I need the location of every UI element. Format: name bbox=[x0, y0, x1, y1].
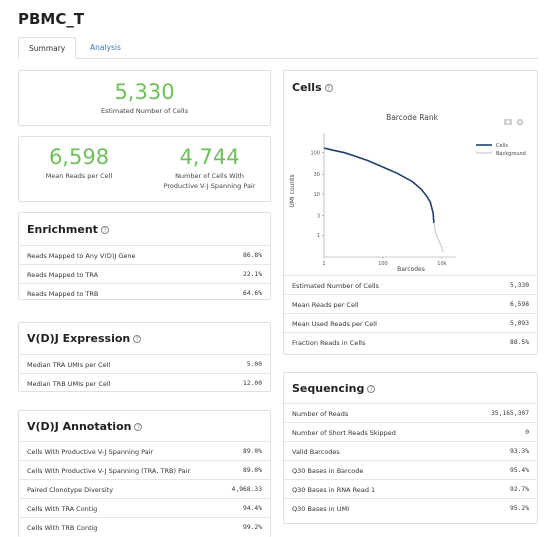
help-icon[interactable]: ? bbox=[367, 385, 376, 393]
vdj-annotation-card: V(D)J Annotation? Cells With Productive … bbox=[18, 410, 271, 537]
table-row: Cells With Productive V-J Spanning Pair 8… bbox=[19, 441, 270, 460]
cells-title: Cells? bbox=[292, 81, 333, 94]
table-row: Median TRA UMIs per Cell 5.00 bbox=[19, 354, 270, 373]
enrichment-card: Enrichment? Reads Mapped to Any V(D)J Ge… bbox=[18, 212, 271, 300]
series-line-background bbox=[433, 222, 444, 253]
cells-card: Cells? Barcode Rank 1 100 10k 1 3 10 30 100 Cel… bbox=[283, 70, 538, 355]
estimated-cells-card: 5,330 Estimated Number of Cells bbox=[18, 70, 271, 126]
table-row: Number of Short Reads Skipped 0 bbox=[284, 422, 537, 441]
gear-icon[interactable] bbox=[516, 118, 524, 126]
table-row: Q30 Bases in RNA Read 1 92.7% bbox=[284, 479, 537, 498]
table-row: Cells With TRA Contig 94.4% bbox=[19, 498, 270, 517]
vdj-expression-card: V(D)J Expression? Median TRA UMIs per Ce… bbox=[18, 322, 271, 392]
x-tick-label: 100 bbox=[378, 261, 388, 267]
y-axis-label: UMI counts bbox=[289, 174, 296, 207]
table-row: Cells With TRB Contig 99.2% bbox=[19, 517, 270, 536]
series-line-cells bbox=[323, 147, 435, 223]
x-axis-label: Barcodes bbox=[397, 266, 425, 273]
estimated-cells-label: Estimated Number of Cells bbox=[101, 107, 188, 115]
mean-reads-value: 6,598 bbox=[48, 145, 110, 169]
table-row: Mean Used Reads per Cell 5,093 bbox=[284, 313, 537, 332]
reads-card: 6,598 Mean Reads per Cell 4,744 Number o… bbox=[18, 136, 271, 202]
y-tick-label: 1 bbox=[317, 233, 320, 239]
table-row: Reads Mapped to Any V(D)J Gene 86.8% bbox=[19, 245, 270, 264]
table-row: Valid Barcodes 93.3% bbox=[284, 441, 537, 460]
table-row: Paired Clonotype Diversity 4,968.33 bbox=[19, 479, 270, 498]
table-row: Median TRB UMIs per Cell 12.00 bbox=[19, 373, 270, 392]
page-title: PBMC_T bbox=[18, 10, 85, 28]
table-row: Fraction Reads in Cells 88.5% bbox=[284, 332, 537, 351]
table-row: Reads Mapped to TRA 22.1% bbox=[19, 264, 270, 283]
mean-reads-label: Mean Reads per Cell bbox=[45, 172, 113, 180]
x-tick-label: 1 bbox=[322, 261, 325, 267]
table-row: Cells With Productive V-J Spanning (TRA,… bbox=[19, 460, 270, 479]
help-icon[interactable]: ? bbox=[100, 226, 109, 234]
table-row: Q30 Bases in Barcode 95.4% bbox=[284, 460, 537, 479]
y-tick-label: 30 bbox=[314, 172, 320, 178]
table-row: Number of Reads 35,165,307 bbox=[284, 403, 537, 422]
sequencing-title: Sequencing? bbox=[292, 382, 376, 395]
barcode-rank-chart[interactable]: Barcode Rank 1 100 10k 1 3 10 30 100 Cells Backg… bbox=[284, 105, 539, 277]
sequencing-card: Sequencing? Number of Reads 35,165,307 Nu… bbox=[283, 372, 538, 524]
y-tick-label: 3 bbox=[317, 213, 320, 219]
help-icon[interactable]: ? bbox=[133, 335, 142, 343]
table-row: Q30 Bases in UMI 95.2% bbox=[284, 498, 537, 517]
help-icon[interactable]: ? bbox=[134, 423, 143, 431]
camera-icon[interactable] bbox=[504, 119, 512, 125]
chart-title: Barcode Rank bbox=[386, 113, 439, 122]
table-row: Mean Reads per Cell 6,598 bbox=[284, 294, 537, 313]
y-tick-label: 10 bbox=[314, 192, 320, 198]
table-row: Estimated Number of Cells 5,330 bbox=[284, 275, 537, 294]
estimated-cells-value: 5,330 bbox=[114, 80, 175, 104]
vj-pair-cells-label-1: Number of Cells With bbox=[175, 172, 244, 180]
y-tick-label: 100 bbox=[310, 151, 320, 157]
vdj-annotation-title: V(D)J Annotation? bbox=[27, 420, 143, 433]
legend-label: Background bbox=[496, 151, 526, 157]
help-icon[interactable]: ? bbox=[324, 84, 333, 92]
vj-pair-cells-value: 4,744 bbox=[179, 145, 240, 169]
vdj-expression-title: V(D)J Expression? bbox=[27, 332, 142, 345]
table-row: Reads Mapped to TRB 64.6% bbox=[19, 283, 270, 302]
legend-label: Cells bbox=[496, 143, 508, 149]
x-tick-label: 10k bbox=[437, 261, 446, 267]
tab-summary[interactable]: Summary bbox=[18, 37, 77, 59]
vj-pair-cells-label-2: Productive V-J Spanning Pair bbox=[163, 182, 256, 190]
tab-analysis[interactable]: Analysis bbox=[90, 43, 121, 52]
tab-bar: Summary Analysis bbox=[18, 37, 538, 59]
enrichment-title: Enrichment? bbox=[27, 223, 109, 236]
